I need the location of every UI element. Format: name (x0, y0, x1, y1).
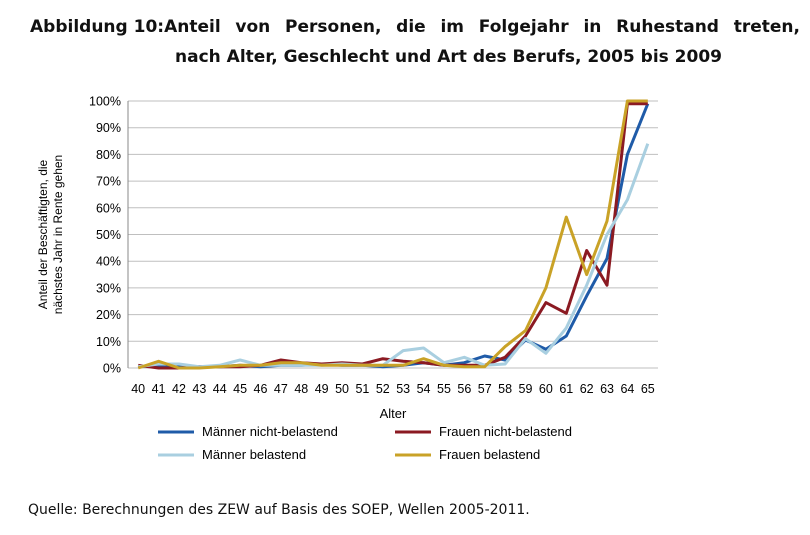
y-axis-label-line1: Anteil der Beschäftigten, die (36, 159, 50, 309)
x-tick-label: 65 (641, 382, 655, 396)
y-tick-label: 60% (96, 201, 121, 215)
x-tick-label: 54 (417, 382, 431, 396)
x-tick-label: 62 (580, 382, 594, 396)
series-lines (137, 99, 650, 370)
x-axis-label: Alter (380, 406, 407, 421)
x-tick-label: 50 (335, 382, 349, 396)
legend-label: Männer belastend (202, 447, 306, 462)
y-tick-label: 90% (96, 121, 121, 135)
x-tick-label: 44 (213, 382, 227, 396)
x-tick-label: 64 (620, 382, 634, 396)
x-tick-label: 45 (233, 382, 247, 396)
x-tick-label: 52 (376, 382, 390, 396)
series-line-männer-belastend (138, 143, 650, 369)
legend-label: Männer nicht-belastend (202, 424, 338, 439)
source-note: Quelle: Berechnungen des ZEW auf Basis d… (28, 502, 530, 518)
legend: Männer nicht-belastend Frauen nicht-belas… (158, 424, 572, 462)
x-tick-label: 56 (457, 382, 471, 396)
x-tick-label: 57 (478, 382, 492, 396)
figure-label: Abbildung 10: (30, 17, 165, 37)
x-tick-label: 63 (600, 382, 614, 396)
y-tick-labels: 0% 10% 20% 30% 40% 50% 60% 70% 80% 90% 100% (89, 95, 121, 376)
x-tick-label: 42 (172, 382, 186, 396)
legend-label: Frauen belastend (439, 447, 540, 462)
figure-title-line2: nach Alter, Geschlecht und Art des Beruf… (175, 47, 722, 67)
x-tick-label: 59 (519, 382, 533, 396)
y-tick-label: 80% (96, 148, 121, 162)
x-tick-label: 58 (498, 382, 512, 396)
y-tick-label: 70% (96, 175, 121, 189)
x-tick-label: 60 (539, 382, 553, 396)
legend-label: Frauen nicht-belastend (439, 424, 572, 439)
y-tick-label: 40% (96, 255, 121, 269)
x-tick-label: 51 (355, 382, 369, 396)
x-tick-label: 48 (294, 382, 308, 396)
line-chart: 0% 10% 20% 30% 40% 50% 60% 70% 80% 90% 100% 40 41 42… (36, 95, 658, 462)
x-tick-label: 49 (315, 382, 329, 396)
x-tick-label: 55 (437, 382, 451, 396)
x-tick-label: 53 (396, 382, 410, 396)
y-tick-label: 10% (96, 335, 121, 349)
x-tick-labels: 40 41 42 43 44 45 46 47 48 49 50 51 52 53 54 55 56 57 58 59… (131, 382, 655, 396)
x-tick-label: 46 (254, 382, 268, 396)
y-axis-label-line2: nächstes Jahr in Rente gehen (51, 155, 65, 314)
figure-title: Abbildung 10: Anteil von Personen, die i… (30, 12, 800, 72)
x-tick-label: 61 (559, 382, 573, 396)
x-tick-label: 40 (131, 382, 145, 396)
x-tick-label: 43 (192, 382, 206, 396)
y-tick-label: 50% (96, 228, 121, 242)
y-tick-label: 20% (96, 308, 121, 322)
series-line-frauen-belastend (137, 99, 648, 370)
x-tick-label: 41 (152, 382, 166, 396)
x-tick-label: 47 (274, 382, 288, 396)
gridlines (127, 100, 658, 369)
y-tick-label: 0% (103, 362, 121, 376)
y-tick-label: 30% (96, 281, 121, 295)
y-tick-label: 100% (89, 95, 121, 109)
figure-title-line1: Anteil von Personen, die im Folgejahr in… (164, 17, 800, 37)
